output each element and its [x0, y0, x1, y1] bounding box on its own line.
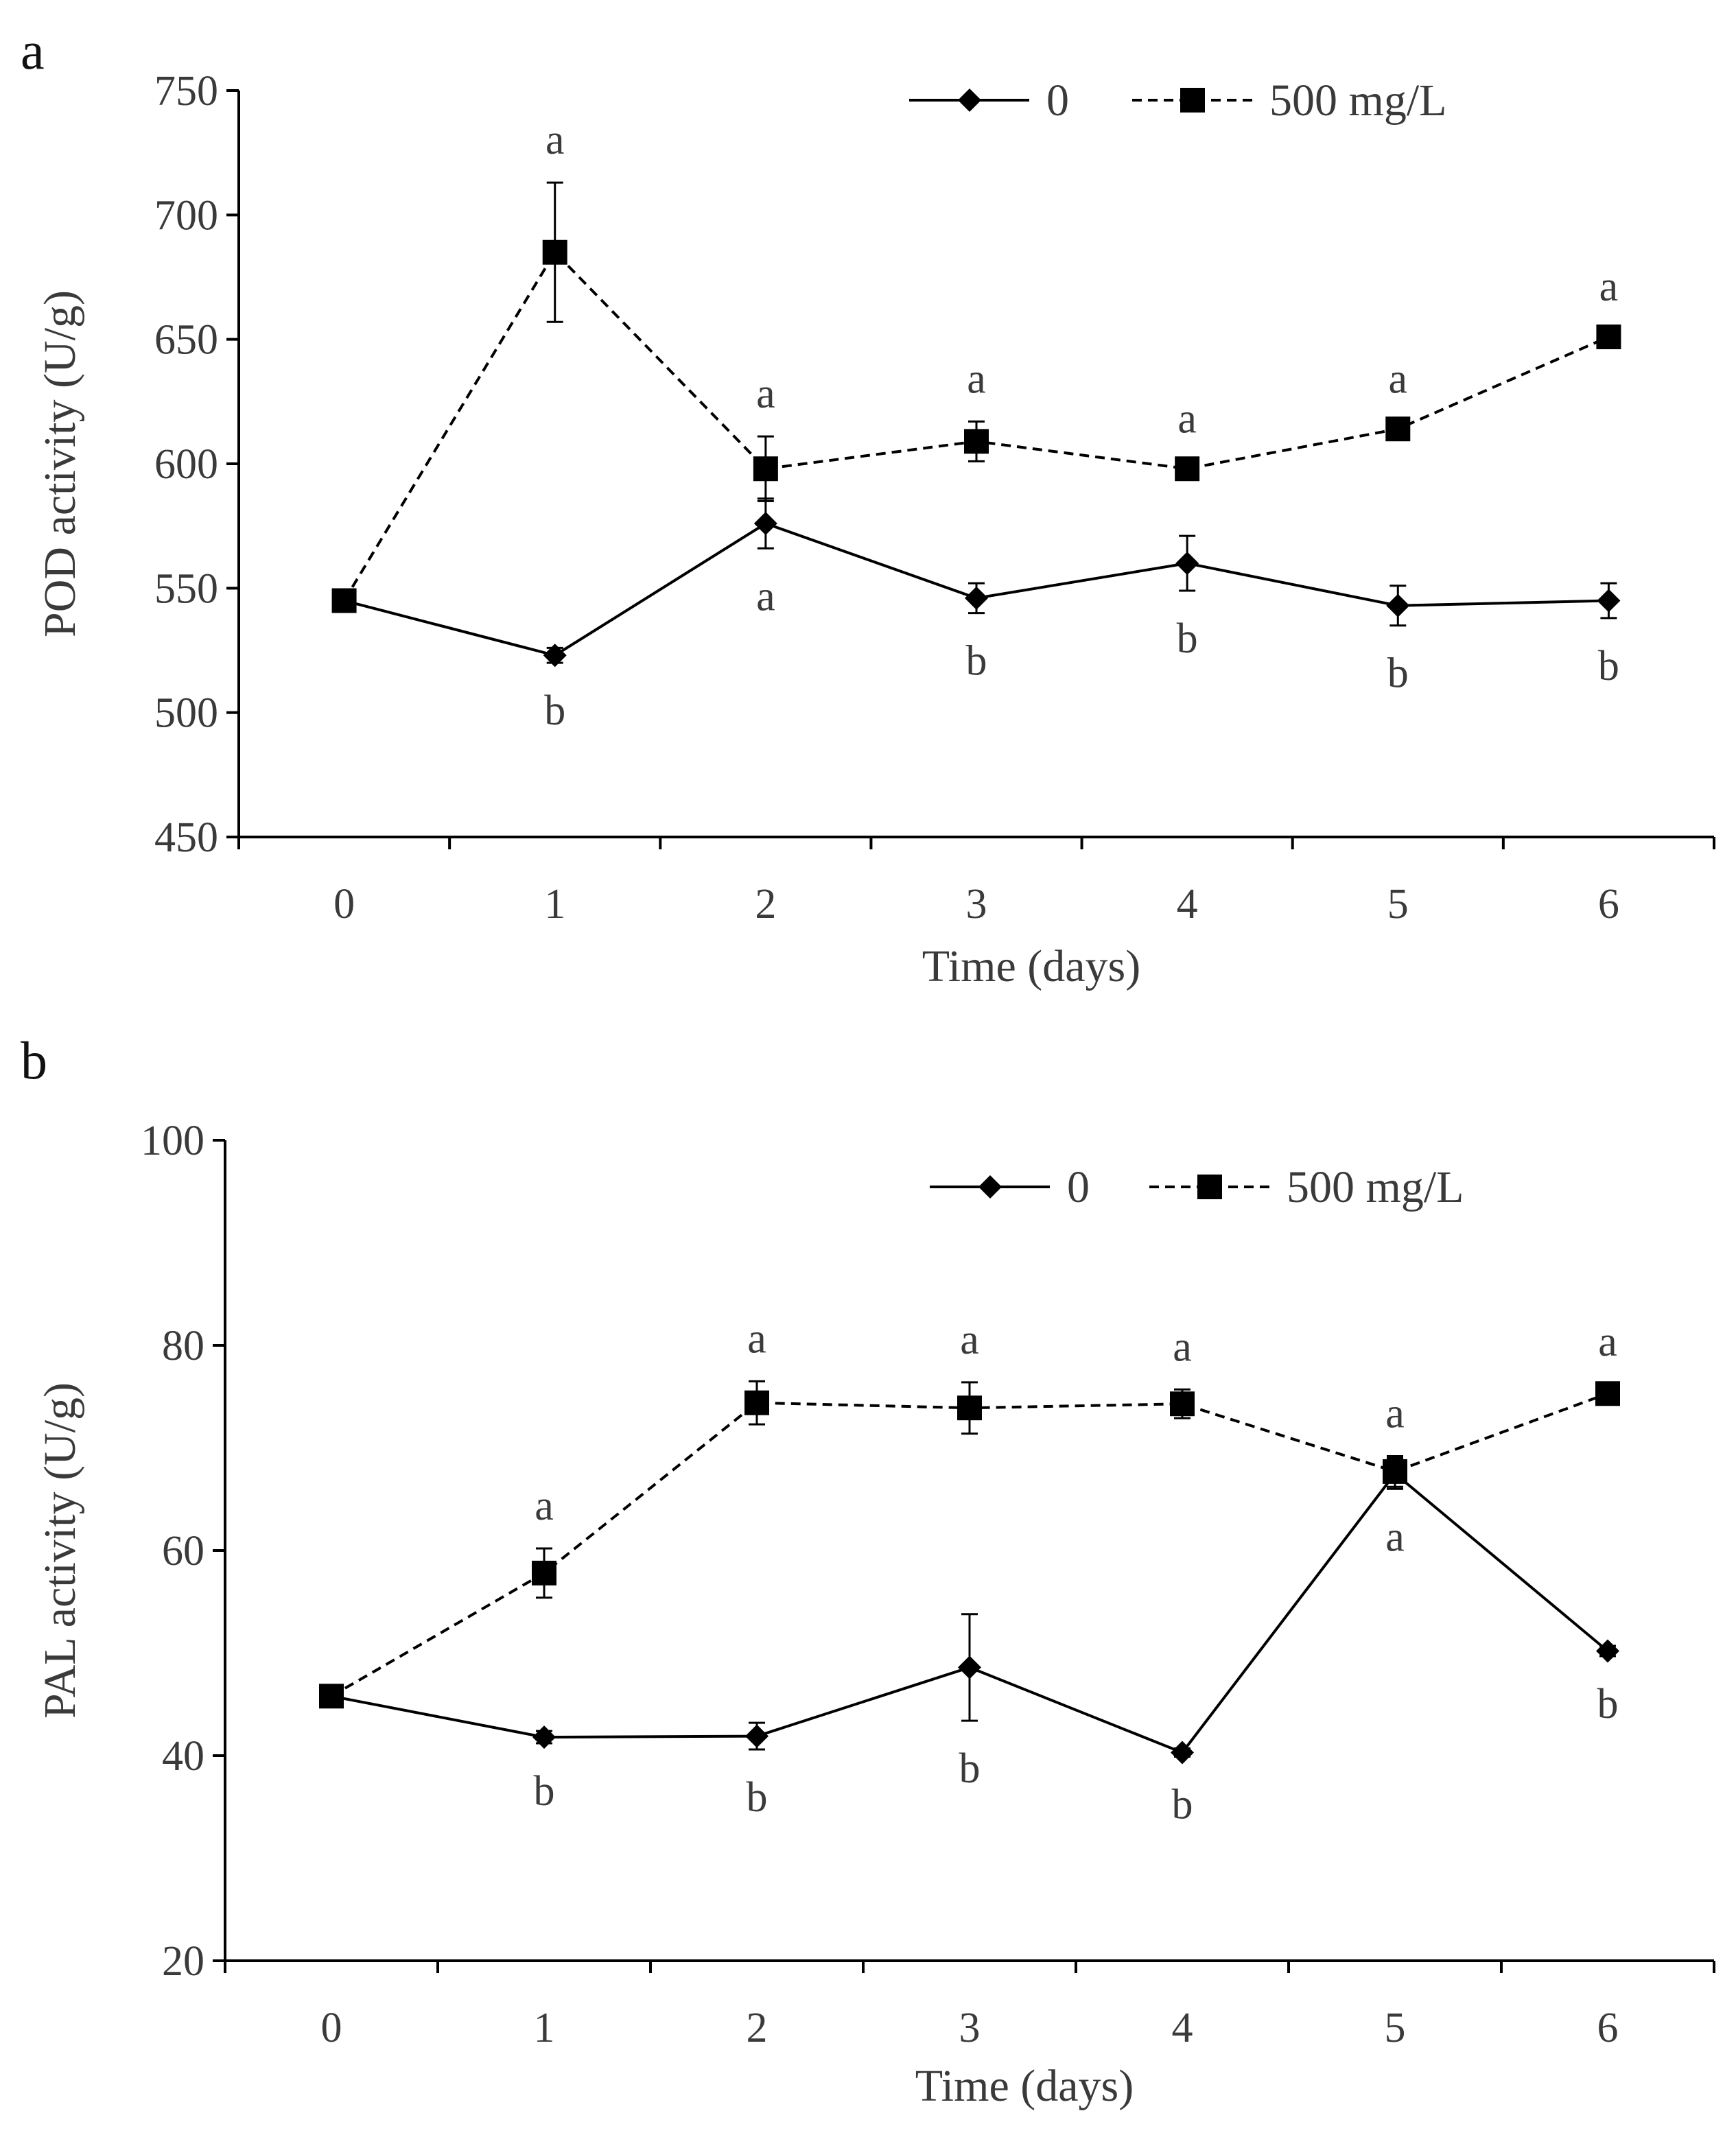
x-tick-label: 1 [544, 881, 565, 928]
significance-letter: b [747, 1774, 768, 1821]
y-tick-label: 750 [154, 68, 218, 115]
x-axis-title: Time (days) [922, 941, 1140, 991]
significance-letter: a [967, 355, 986, 402]
legend-marker-treatment [1180, 88, 1205, 113]
data-point [543, 240, 567, 265]
significance-letter: a [1385, 1513, 1405, 1560]
y-tick-label: 450 [154, 814, 218, 861]
significance-letter: a [1598, 1319, 1617, 1365]
data-point [1383, 1459, 1407, 1484]
significance-letter: b [534, 1768, 555, 1815]
x-tick-label: 0 [321, 2005, 342, 2051]
y-tick-label: 40 [162, 1733, 204, 1780]
significance-letter: a [1173, 1323, 1192, 1370]
panel-a-pod-chart: a 450 500 550 600 650 700 750 0 1 2 3 4 5 6 Time (days)… [21, 21, 1714, 991]
data-point [1385, 416, 1410, 441]
y-tick-label: 650 [154, 317, 218, 364]
x-axis-title: Time (days) [915, 2061, 1134, 2111]
significance-letter: b [544, 687, 565, 734]
data-point [332, 588, 357, 613]
panel-b-pal-chart: b 20 40 60 80 100 0 1 2 3 4 5 6 Time (days) PAL activi… [21, 1030, 1714, 2111]
significance-letter: a [1177, 395, 1197, 442]
significance-letter: a [546, 117, 565, 163]
significance-letter: b [1172, 1781, 1193, 1828]
x-tick-label: 3 [966, 881, 987, 928]
panel-label: b [21, 1030, 47, 1090]
x-tick-label: 6 [1597, 2005, 1619, 2051]
data-point [958, 1655, 981, 1679]
y-tick-label: 600 [154, 441, 218, 488]
x-tick-label: 5 [1387, 881, 1409, 928]
x-tick-label: 4 [1177, 881, 1198, 928]
data-point [1171, 1741, 1194, 1765]
data-point [1595, 1381, 1620, 1406]
data-point [957, 1395, 982, 1420]
significance-letter: a [535, 1483, 554, 1529]
panel-label: a [21, 21, 45, 80]
legend-marker-treatment [1197, 1175, 1222, 1199]
y-tick-label: 80 [162, 1323, 204, 1369]
x-tick-label: 1 [534, 2005, 555, 2051]
y-tick-label: 500 [154, 690, 218, 737]
data-point [1386, 594, 1409, 617]
significance-letter: b [1177, 615, 1198, 662]
data-point [754, 512, 777, 535]
significance-letter: a [1599, 263, 1619, 310]
significance-letter: b [959, 1745, 981, 1792]
y-tick-label: 20 [162, 1938, 204, 1985]
legend: 0 500 mg/L [909, 75, 1447, 126]
significance-letter: a [1389, 355, 1408, 402]
x-tick-label: 4 [1172, 2005, 1193, 2051]
x-tick-label: 5 [1385, 2005, 1406, 2051]
legend-label-treatment: 500 mg/L [1269, 75, 1447, 126]
data-point [319, 1684, 344, 1708]
data-point [965, 587, 988, 610]
x-tick-label: 2 [755, 881, 776, 928]
significance-letter: b [1387, 650, 1409, 697]
y-tick-label: 100 [141, 1118, 204, 1164]
y-axis-title: PAL activity (U/g) [35, 1382, 85, 1719]
significance-letter: a [960, 1317, 979, 1363]
y-tick-label: 700 [154, 192, 218, 239]
data-point [1175, 552, 1199, 575]
legend-label-control: 0 [1067, 1162, 1090, 1212]
data-point [753, 456, 778, 481]
data-point [1170, 1391, 1195, 1416]
data-point [744, 1391, 769, 1415]
significance-letter: b [1598, 643, 1619, 689]
y-tick-label: 60 [162, 1528, 204, 1575]
y-tick-label: 550 [154, 565, 218, 612]
data-point [532, 1725, 556, 1749]
legend-label-treatment: 500 mg/L [1287, 1162, 1464, 1212]
legend: 0 500 mg/L [930, 1162, 1464, 1212]
data-point [1596, 325, 1621, 349]
legend-marker-control [978, 1175, 1002, 1199]
series-control: b a b b b b [333, 499, 1621, 734]
series-treatment: a a a a a a [332, 117, 1621, 613]
significance-letter: b [1597, 1681, 1619, 1728]
legend-label-control: 0 [1046, 75, 1069, 126]
data-point [1175, 456, 1199, 481]
series-control: b b b b a b [320, 1458, 1619, 1828]
data-point [745, 1725, 769, 1748]
x-tick-label: 0 [333, 881, 355, 928]
x-tick-label: 2 [747, 2005, 768, 2051]
significance-letter: b [966, 638, 987, 685]
x-tick-label: 6 [1598, 881, 1619, 928]
significance-letter: a [747, 1315, 766, 1362]
data-point [964, 429, 989, 453]
y-axis-title: POD activity (U/g) [35, 290, 85, 637]
x-tick-label: 3 [959, 2005, 981, 2051]
legend-marker-control [958, 89, 981, 112]
significance-letter: a [1385, 1390, 1405, 1437]
significance-letter: a [756, 370, 775, 417]
significance-letter: a [756, 573, 775, 620]
data-point [532, 1561, 556, 1585]
data-point [1597, 589, 1620, 612]
